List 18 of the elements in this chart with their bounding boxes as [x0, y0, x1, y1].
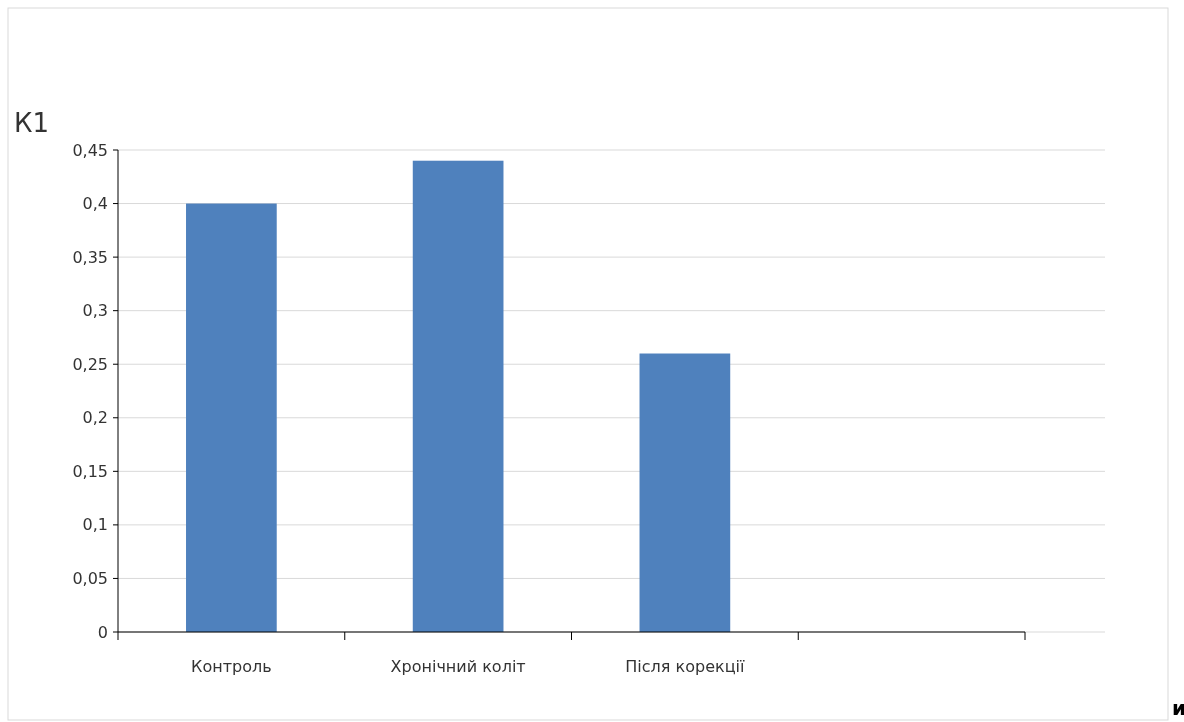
- x-tick-label: Хронічний коліт: [390, 657, 526, 676]
- x-tick-label: Після корекції: [625, 657, 745, 676]
- bar: [639, 353, 731, 632]
- y-tick-label: 0,25: [72, 354, 108, 374]
- y-tick-label: 0,2: [82, 408, 108, 428]
- y-tick-label: 0,4: [82, 194, 108, 214]
- y-tick-label: 0,3: [82, 301, 108, 321]
- bar: [186, 203, 277, 632]
- y-tick-label: 0,35: [72, 247, 108, 267]
- y-tick-label: 0,45: [72, 140, 108, 160]
- x-tick-label: Контроль: [191, 657, 272, 676]
- y-tick-label: 0: [97, 622, 108, 642]
- y-tick-label: 0,1: [82, 515, 108, 535]
- y-tick-label: 0,05: [72, 569, 108, 589]
- text: и: [1172, 696, 1184, 720]
- y-axis-title: К1: [14, 108, 50, 138]
- y-tick-label: 0,15: [72, 461, 108, 481]
- bar: [412, 160, 504, 632]
